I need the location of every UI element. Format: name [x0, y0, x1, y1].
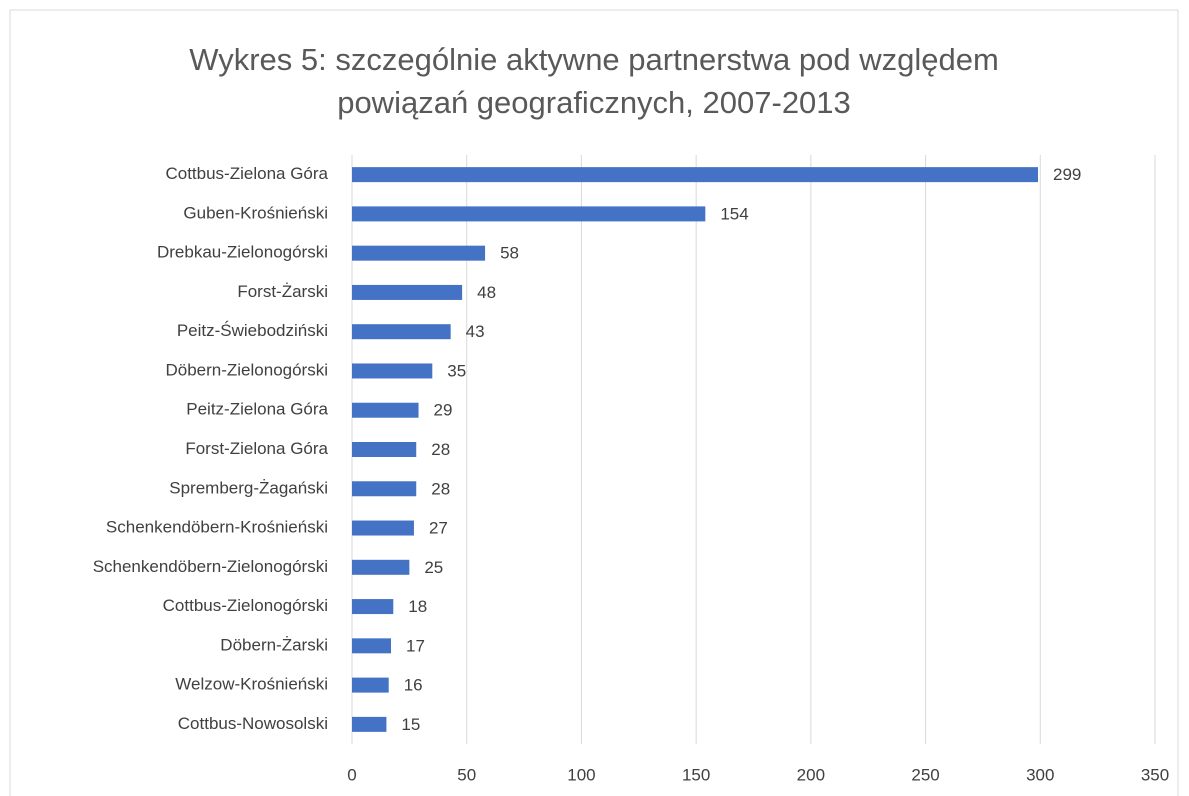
y-tick-label: Drebkau-Zielonogórski: [157, 243, 328, 262]
bar: [352, 167, 1038, 183]
value-label: 48: [477, 283, 496, 302]
value-label: 28: [431, 479, 450, 498]
y-tick-label: Peitz-Zielona Góra: [186, 400, 328, 419]
bar: [352, 442, 417, 457]
y-tick-label: Forst-Żarski: [237, 282, 328, 301]
y-tick-label: Spremberg-Żagański: [169, 478, 328, 497]
bar: [352, 324, 451, 340]
bar: [352, 716, 387, 732]
bar: [352, 599, 394, 615]
y-tick-label: Guben-Krośnieński: [183, 203, 328, 222]
value-label: 299: [1053, 165, 1081, 184]
value-label: 16: [404, 676, 423, 695]
y-tick-label: Cottbus-Zielonogórski: [163, 596, 328, 615]
x-tick-label: 50: [457, 765, 476, 784]
value-label: 43: [466, 322, 485, 341]
bar: [352, 559, 410, 575]
bar: [352, 206, 706, 222]
value-label: 154: [720, 204, 748, 223]
bar: [352, 284, 463, 300]
chart-title: Wykres 5: szczególnie aktywne partnerstw…: [189, 42, 999, 120]
value-label: 28: [431, 440, 450, 459]
x-tick-label: 250: [911, 765, 939, 784]
value-label: 27: [429, 519, 448, 538]
x-tick-label: 300: [1026, 765, 1054, 784]
y-tick-label: Cottbus-Zielona Góra: [165, 164, 328, 183]
bar: [352, 402, 419, 418]
value-label: 18: [408, 597, 427, 616]
y-tick-label: Welzow-Krośnieński: [175, 675, 328, 694]
y-tick-label: Schenkendöbern-Zielonogórski: [93, 557, 328, 576]
bar: [352, 677, 389, 693]
y-tick-label: Forst-Zielona Góra: [185, 439, 328, 458]
bar: [352, 245, 486, 261]
y-tick-label: Schenkendöbern-Krośnieński: [106, 518, 328, 537]
chart-border: [9, 9, 1179, 796]
bar: [352, 520, 414, 536]
value-label: 25: [424, 558, 443, 577]
value-label: 35: [447, 361, 466, 380]
y-tick-label: Peitz-Świebodziński: [177, 321, 328, 340]
bar: [352, 481, 417, 497]
y-tick-label: Döbern-Żarski: [220, 635, 328, 654]
y-tick-label: Cottbus-Nowosolski: [178, 714, 328, 733]
value-label: 17: [406, 636, 425, 655]
x-tick-label: 150: [682, 765, 710, 784]
value-label: 15: [401, 715, 420, 734]
x-tick-label: 200: [797, 765, 825, 784]
x-tick-label: 0: [347, 765, 356, 784]
y-tick-label: Döbern-Zielonogórski: [165, 360, 328, 379]
bar: [352, 363, 433, 379]
x-tick-label: 100: [567, 765, 595, 784]
value-label: 29: [434, 401, 453, 420]
bar: [352, 638, 392, 654]
value-label: 58: [500, 244, 519, 263]
x-tick-label: 350: [1141, 765, 1169, 784]
